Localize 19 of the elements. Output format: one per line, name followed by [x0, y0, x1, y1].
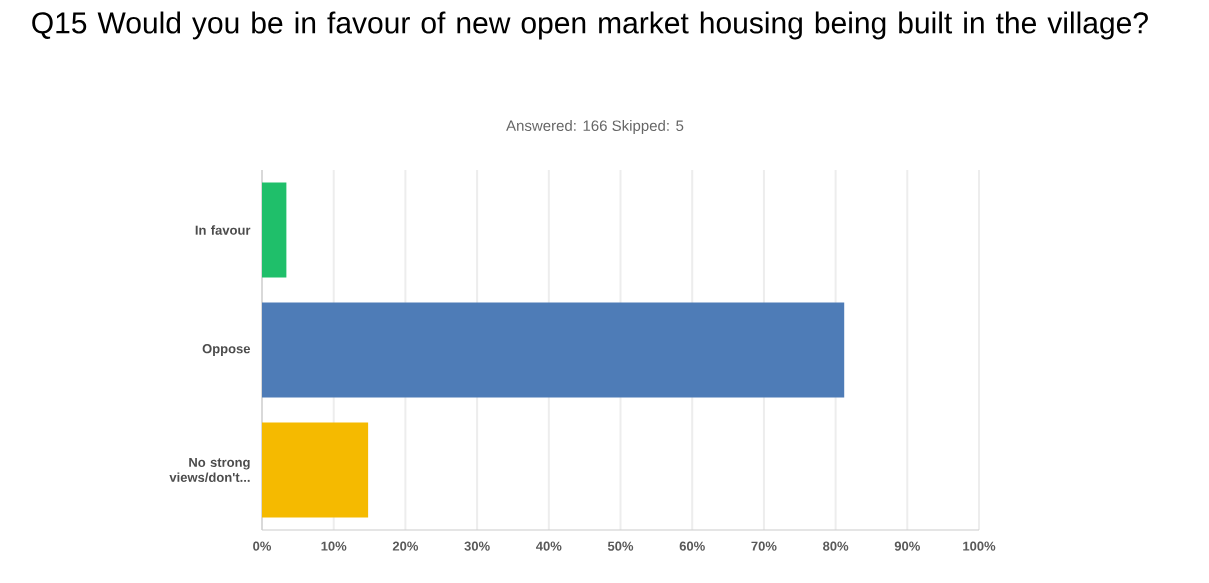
- x-tick-label: 10%: [321, 541, 347, 551]
- x-tick-label: 90%: [894, 541, 920, 551]
- y-tick-label: In favour: [195, 225, 251, 235]
- bar: [262, 182, 287, 278]
- x-tick-label: 40%: [536, 541, 562, 551]
- x-tick-label: 50%: [607, 541, 634, 551]
- x-tick-label: 30%: [464, 541, 490, 551]
- y-tick-label: Oppose: [202, 344, 251, 356]
- chart-subtitle: Answered: 166 Skipped: 5: [506, 120, 684, 134]
- x-tick-label: 20%: [392, 541, 419, 551]
- x-tick-label: 60%: [679, 541, 705, 551]
- chart-title: Q15 Would you be in favour of new open market housing being built in the village?: [32, 11, 1148, 40]
- bar: [262, 422, 369, 518]
- x-tick-label: 0%: [253, 541, 272, 551]
- y-tick-label: No strong views/don't...: [169, 457, 250, 483]
- x-tick-label: 80%: [823, 541, 849, 551]
- x-tick-label: 70%: [751, 541, 777, 551]
- bar: [262, 302, 845, 398]
- x-tick-label: 100%: [963, 541, 996, 551]
